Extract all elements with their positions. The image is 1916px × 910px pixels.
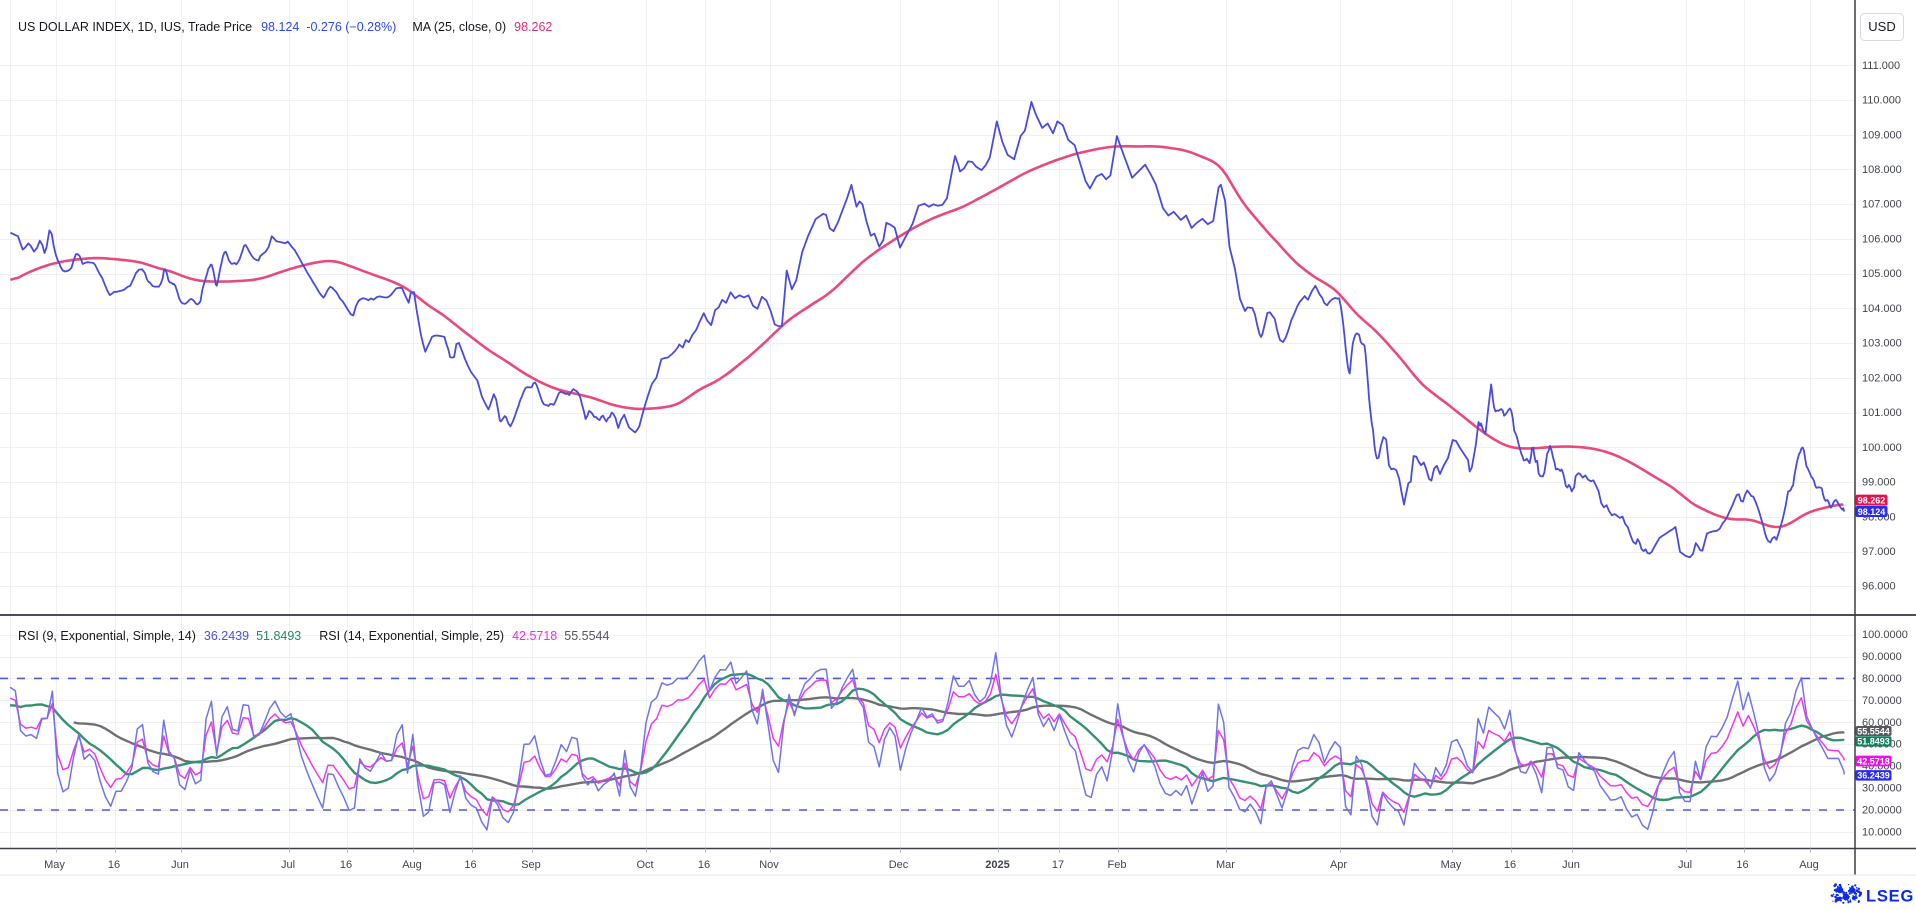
svg-text:102.000: 102.000 [1862, 372, 1902, 384]
svg-text:LSEG: LSEG [1866, 888, 1914, 906]
svg-text:109.000: 109.000 [1862, 129, 1902, 141]
svg-text:55.5544: 55.5544 [1857, 726, 1890, 736]
svg-text:Mar: Mar [1216, 859, 1235, 871]
svg-text:108.000: 108.000 [1862, 164, 1902, 176]
svg-text:Sep: Sep [521, 859, 541, 871]
svg-text:30.0000: 30.0000 [1862, 783, 1902, 795]
svg-text:51.8493: 51.8493 [1857, 737, 1890, 747]
svg-text:103.000: 103.000 [1862, 338, 1902, 350]
svg-text:Jun: Jun [171, 859, 189, 871]
svg-text:96.000: 96.000 [1862, 581, 1896, 593]
svg-text:Aug: Aug [1799, 859, 1819, 871]
svg-text:99.000: 99.000 [1862, 477, 1896, 489]
svg-text:10.0000: 10.0000 [1862, 826, 1902, 838]
svg-text:17: 17 [1052, 859, 1064, 871]
svg-text:90.0000: 90.0000 [1862, 651, 1902, 663]
svg-text:Dec: Dec [889, 859, 909, 871]
svg-text:2025: 2025 [985, 859, 1009, 871]
svg-text:70.0000: 70.0000 [1862, 695, 1902, 707]
svg-text:97.000: 97.000 [1862, 546, 1896, 558]
svg-text:106.000: 106.000 [1862, 233, 1902, 245]
svg-text:16: 16 [464, 859, 476, 871]
svg-text:16: 16 [1504, 859, 1516, 871]
svg-text:105.000: 105.000 [1862, 268, 1902, 280]
svg-text:110.000: 110.000 [1862, 95, 1901, 107]
svg-text:Apr: Apr [1330, 859, 1347, 871]
svg-text:Aug: Aug [402, 859, 422, 871]
svg-text:98.124: 98.124 [1858, 507, 1886, 517]
svg-text:100.0000: 100.0000 [1862, 629, 1908, 641]
svg-text:16: 16 [1736, 859, 1748, 871]
svg-text:80.0000: 80.0000 [1862, 673, 1902, 685]
svg-text:May: May [44, 859, 65, 871]
svg-text:60.0000: 60.0000 [1862, 717, 1902, 729]
svg-text:111.000: 111.000 [1862, 60, 1900, 72]
svg-text:104.000: 104.000 [1862, 303, 1902, 315]
svg-text:Jun: Jun [1562, 859, 1580, 871]
svg-text:98.262: 98.262 [1858, 495, 1886, 505]
svg-text:Nov: Nov [759, 859, 779, 871]
svg-text:100.000: 100.000 [1862, 442, 1902, 454]
svg-text:107.000: 107.000 [1862, 199, 1902, 211]
svg-text:42.5718: 42.5718 [1857, 756, 1890, 766]
svg-text:20.0000: 20.0000 [1862, 805, 1902, 817]
svg-text:16: 16 [698, 859, 710, 871]
svg-text:Jul: Jul [281, 859, 295, 871]
svg-text:36.2439: 36.2439 [1857, 771, 1890, 781]
svg-text:US DOLLAR INDEX, 1D, IUS, Trad: US DOLLAR INDEX, 1D, IUS, Trade Price 98.… [18, 20, 552, 34]
svg-text:USD: USD [1868, 19, 1895, 34]
svg-text:16: 16 [108, 859, 120, 871]
svg-text:16: 16 [340, 859, 352, 871]
svg-text:Jul: Jul [1678, 859, 1692, 871]
svg-text:101.000: 101.000 [1862, 407, 1902, 419]
svg-text:May: May [1441, 859, 1462, 871]
svg-text:Feb: Feb [1108, 859, 1127, 871]
svg-text:Oct: Oct [636, 859, 653, 871]
